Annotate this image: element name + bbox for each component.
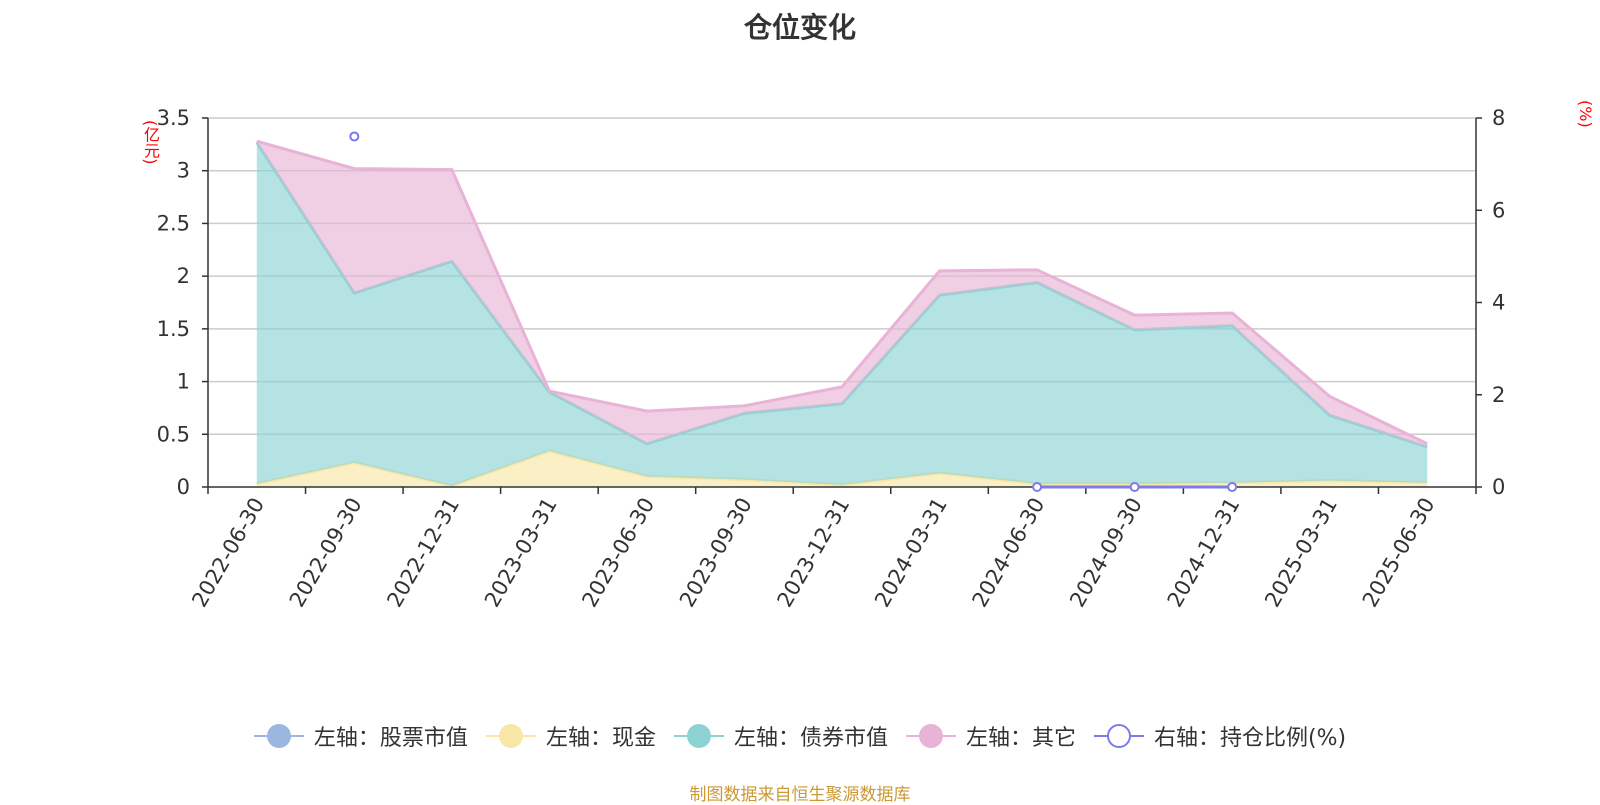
x-tick-label: 2024-03-31 [870,494,952,612]
ratio-point [1227,482,1238,492]
x-tick-label: 2025-06-30 [1358,494,1440,612]
legend-label: 左轴：债券市值 [733,726,888,751]
legend-item[interactable]: 左轴：现金 [485,720,656,752]
x-tick-label: 2024-12-31 [1163,494,1245,612]
area-左轴：现金 [256,451,1428,487]
legend-marker-icon [485,722,536,750]
y-right-tick-label: 4 [1492,291,1505,315]
ratio-point [349,131,360,142]
y-right-tick-label: 0 [1492,475,1505,499]
x-tick-label: 2023-09-30 [675,494,757,612]
legend-item[interactable]: 左轴：债券市值 [673,720,888,752]
legend-marker-icon [673,722,724,750]
legend-marker-icon [1093,722,1144,750]
x-tick-label: 2023-12-31 [773,494,855,612]
y-left-tick-label: 2.5 [157,211,190,235]
legend-label: 左轴：其它 [965,726,1076,751]
legend-item[interactable]: 左轴：其它 [905,720,1076,752]
chart-legend: 左轴：股票市值 左轴：现金 左轴：债券市值 左轴：其它 右轴：持仓比例(%) [0,720,1600,752]
x-tick-label: 2023-03-31 [480,494,562,612]
y-left-tick-label: 2 [177,264,190,288]
legend-label: 左轴：现金 [545,726,656,751]
y-left-tick-label: 0 [177,475,190,499]
y-right-tick-label: 2 [1492,383,1505,407]
y-right-tick-label: 8 [1492,106,1505,130]
legend-label: 左轴：股票市值 [313,726,468,751]
area-左轴：债券市值 [256,142,1428,486]
x-tick-label: 2022-12-31 [382,494,464,612]
area-左轴：其它 [256,141,1428,447]
y-left-tick-label: 1 [177,370,190,394]
legend-item[interactable]: 左轴：股票市值 [253,720,468,752]
x-tick-label: 2022-06-30 [187,494,269,612]
line-左轴：其它 [256,139,1428,446]
y-left-tick-label: 1.5 [157,317,190,341]
x-tick-label: 2025-03-31 [1260,494,1342,612]
data-source-note: 制图数据来自恒生聚源数据库 [689,785,911,805]
x-tick-label: 2024-09-30 [1065,494,1147,612]
legend-item[interactable]: 右轴：持仓比例(%) [1093,720,1347,752]
legend-marker-icon [253,722,304,750]
left-axis-unit: (亿元) [141,120,160,165]
y-left-tick-label: 3.5 [157,106,190,130]
x-tick-label: 2023-06-30 [577,494,659,612]
chart-title: 仓位变化 [743,11,856,44]
x-tick-label: 2022-09-30 [285,494,367,612]
legend-label: 右轴：持仓比例(%) [1153,726,1347,751]
x-tick-label: 2024-06-30 [968,494,1050,612]
y-left-tick-label: 3 [177,159,190,183]
right-axis-unit: (%) [1576,100,1595,128]
legend-marker-icon [905,722,956,750]
y-left-tick-label: 0.5 [157,422,190,446]
ratio-point [1129,482,1140,492]
y-right-tick-label: 6 [1492,198,1505,222]
ratio-point [1032,482,1043,492]
